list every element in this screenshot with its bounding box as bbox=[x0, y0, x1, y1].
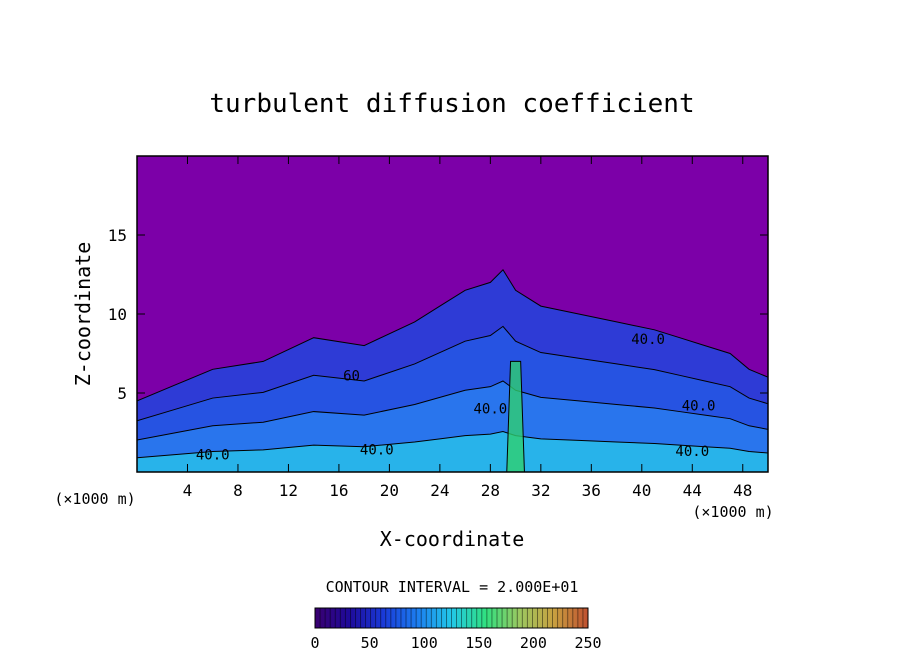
contour-label: 40.0 bbox=[682, 398, 716, 414]
x-tick-label: 4 bbox=[183, 481, 193, 500]
x-tick-label: 44 bbox=[683, 481, 702, 500]
x-tick-label: 20 bbox=[380, 481, 399, 500]
x-tick-label: 48 bbox=[733, 481, 752, 500]
y-tick-label: 10 bbox=[108, 305, 127, 324]
colorbar-label: 50 bbox=[361, 634, 379, 652]
x-tick-label: 8 bbox=[233, 481, 243, 500]
x-tick-label: 28 bbox=[481, 481, 500, 500]
plot-area: 40.0 40.0 40.0 40.0 60 40.0 40.0 bbox=[137, 156, 768, 472]
diffusion-field bbox=[137, 268, 768, 472]
colorbar-label: 100 bbox=[411, 634, 438, 652]
x-tick-label: 32 bbox=[531, 481, 550, 500]
colorbar-label: 150 bbox=[465, 634, 492, 652]
contour-label: 60 bbox=[343, 368, 360, 384]
x-unit-left: (×1000 m) bbox=[54, 490, 135, 508]
colorbar-label: 200 bbox=[520, 634, 547, 652]
colorbar-label: 250 bbox=[574, 634, 601, 652]
contour-label: 40.0 bbox=[675, 444, 709, 460]
x-tick-label: 40 bbox=[632, 481, 651, 500]
contour-label: 40.0 bbox=[196, 447, 230, 463]
colorbar-labels: 0 50 100 150 200 250 bbox=[310, 634, 601, 652]
x-axis-ticks: 4 8 12 16 20 24 28 32 36 40 44 48 bbox=[183, 156, 752, 500]
x-axis-label: X-coordinate bbox=[380, 527, 525, 551]
x-unit-right: (×1000 m) bbox=[692, 503, 773, 521]
contour-labels: 40.0 40.0 40.0 40.0 60 40.0 40.0 bbox=[196, 332, 716, 463]
contour-interval-text: CONTOUR INTERVAL = 2.000E+01 bbox=[326, 578, 579, 596]
x-tick-label: 24 bbox=[430, 481, 449, 500]
colorbar: 0 50 100 150 200 250 bbox=[310, 607, 602, 652]
contour-label: 40.0 bbox=[360, 443, 394, 459]
contour-label: 40.0 bbox=[474, 402, 508, 418]
y-tick-label: 15 bbox=[108, 226, 127, 245]
y-axis-ticks: 5 10 15 bbox=[108, 226, 768, 403]
x-tick-label: 12 bbox=[279, 481, 298, 500]
updraft-column bbox=[506, 360, 525, 472]
colorbar-label: 0 bbox=[310, 634, 319, 652]
x-tick-label: 36 bbox=[582, 481, 601, 500]
colorbar-stripes bbox=[319, 608, 584, 628]
y-axis-label: Z-coordinate bbox=[71, 242, 95, 387]
y-tick-label: 5 bbox=[117, 384, 127, 403]
contour-label: 40.0 bbox=[631, 332, 665, 348]
x-tick-label: 16 bbox=[329, 481, 348, 500]
chart-title: turbulent diffusion coefficient bbox=[209, 89, 694, 119]
